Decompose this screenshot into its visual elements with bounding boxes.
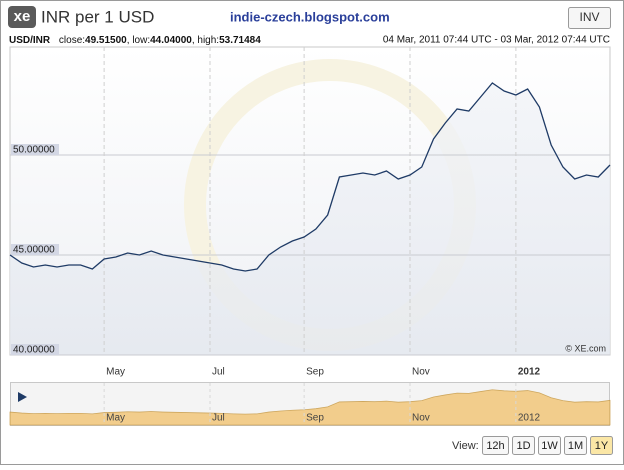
view-button[interactable] bbox=[564, 436, 587, 455]
x-tick-label: Nov bbox=[412, 367, 430, 378]
widget-title: INR per 1 USD bbox=[41, 7, 154, 26]
x-tick-label: Jul bbox=[212, 367, 225, 378]
line bbox=[9, 82, 611, 272]
view-button-label[interactable]: 1W bbox=[541, 440, 558, 452]
pair: USD/INR bbox=[9, 35, 51, 46]
view-button[interactable] bbox=[590, 436, 613, 455]
sep: , bbox=[192, 35, 198, 46]
logo-box bbox=[8, 6, 36, 28]
site-label: indie-czech.blogspot.com bbox=[230, 9, 390, 24]
x-tick-label: May bbox=[106, 367, 125, 378]
view-button-label[interactable]: 1D bbox=[516, 440, 530, 452]
y-tick-label: 40.00000 bbox=[13, 345, 55, 356]
close-value: 49.51500 bbox=[85, 35, 127, 46]
low-value: 44.04000 bbox=[150, 35, 192, 46]
plot: 40.00000 45.00000 50.00000 May Jul Sep Nov 2012… bbox=[9, 47, 611, 378]
view-button[interactable] bbox=[538, 436, 561, 455]
view-button[interactable] bbox=[482, 436, 509, 455]
low-label: low: bbox=[132, 35, 150, 46]
nav-area bbox=[9, 389, 611, 426]
high-label: high: bbox=[197, 35, 219, 46]
y-tick-box bbox=[11, 144, 59, 155]
y-tick-label: 45.00000 bbox=[13, 245, 55, 256]
line-area bbox=[10, 83, 610, 355]
stats-line: USD/INR close:49.51500, low:44.04000, hi… bbox=[9, 35, 261, 46]
close-label: close: bbox=[59, 35, 85, 46]
high-value: 53.71484 bbox=[219, 35, 261, 46]
inv-label[interactable]: INV bbox=[579, 10, 599, 24]
view-label: View: bbox=[452, 440, 479, 452]
nav-tick-label: Jul bbox=[212, 413, 225, 424]
view-button-label[interactable]: 1M bbox=[568, 440, 583, 452]
navigator-chart: May Jul Sep Nov 2012 bbox=[9, 383, 611, 426]
y-tick-box bbox=[11, 344, 59, 355]
logo: xe bbox=[14, 8, 31, 25]
view-button[interactable] bbox=[512, 436, 535, 455]
sep: , bbox=[127, 35, 133, 46]
play-icon[interactable] bbox=[18, 392, 27, 402]
y-tick-box bbox=[11, 244, 59, 255]
y-tick-label: 50.00000 bbox=[13, 145, 55, 156]
view-controls: View: 12h 1D 1W 1M 1Y bbox=[452, 436, 613, 455]
x-tick-label: 2012 bbox=[518, 367, 541, 378]
copyright: © XE.com bbox=[565, 343, 606, 353]
date-range: 04 Mar, 2011 07:44 UTC - 03 Mar, 2012 07… bbox=[383, 35, 610, 46]
view-button-label[interactable]: 1Y bbox=[595, 440, 609, 452]
nav-tick-label: Sep bbox=[306, 413, 324, 424]
nav-tick-label: 2012 bbox=[518, 413, 541, 424]
x-tick-label: Sep bbox=[306, 367, 324, 378]
nav-tick-label: May bbox=[106, 413, 125, 424]
inv-button[interactable] bbox=[568, 7, 611, 29]
view-button-label[interactable]: 12h bbox=[486, 440, 504, 452]
nav-tick-label: Nov bbox=[412, 413, 430, 424]
